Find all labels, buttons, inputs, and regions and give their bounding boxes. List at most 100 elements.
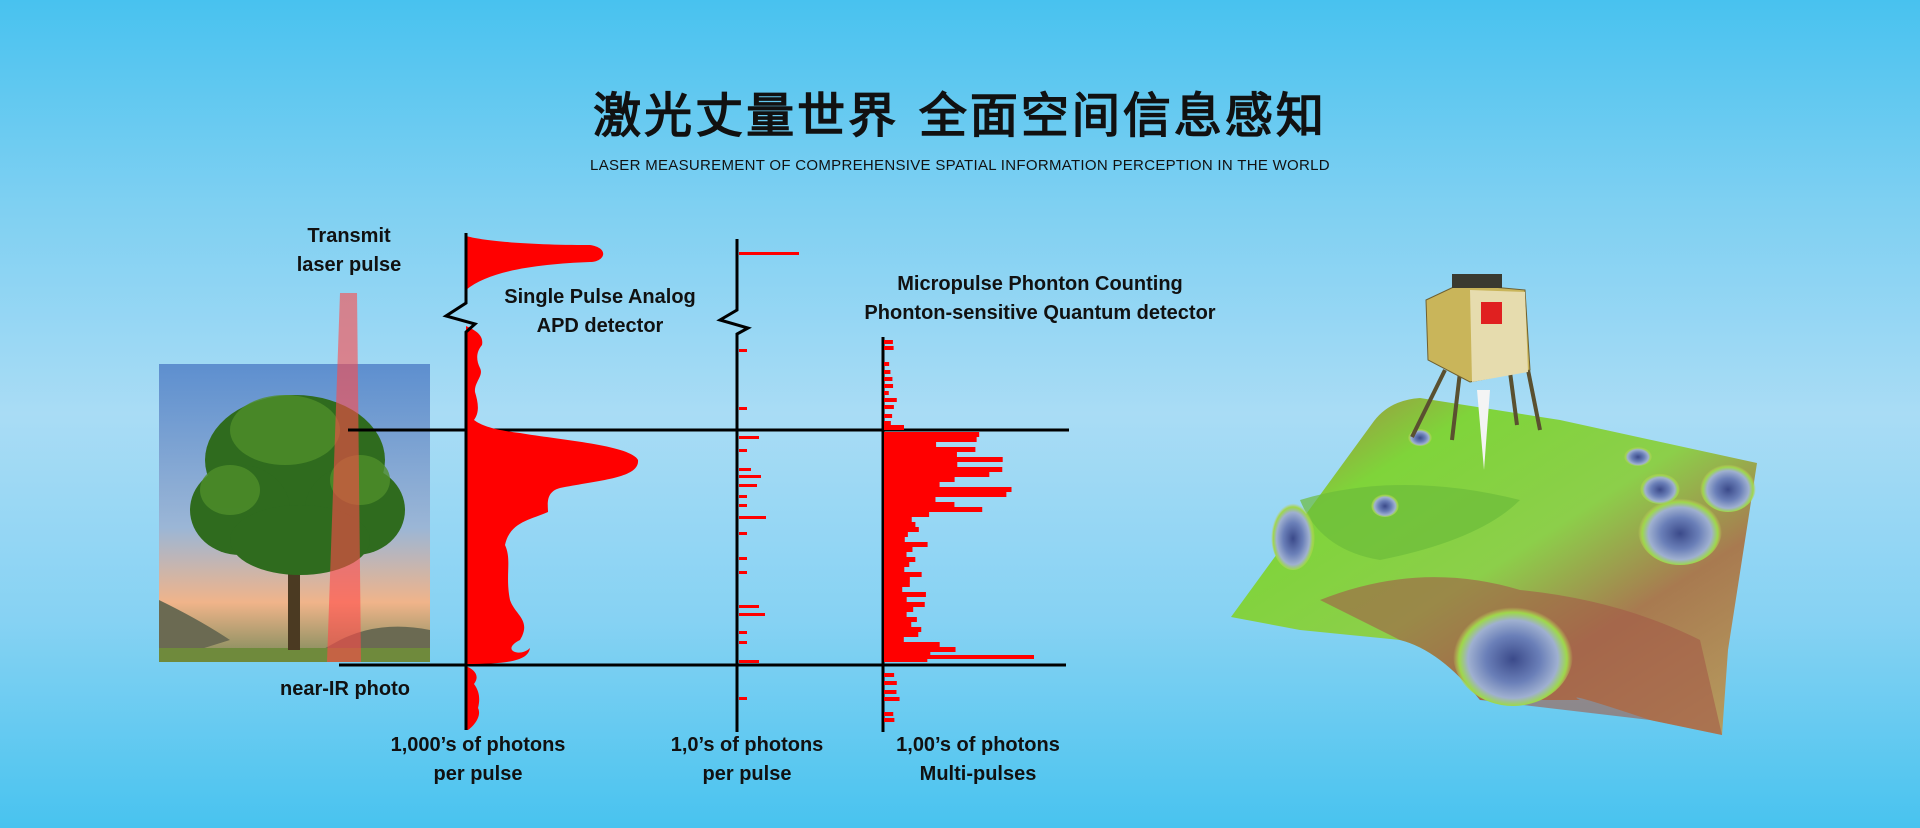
return-bar <box>884 370 891 374</box>
laser-beam <box>327 293 361 662</box>
return-bar <box>739 571 747 574</box>
axis3-caption-line1: 1,00’s of photons <box>896 734 1060 756</box>
return-bar <box>884 582 910 587</box>
transmit-label-line1: Transmit <box>307 225 391 247</box>
return-bar <box>739 504 747 507</box>
return-bar <box>884 497 936 502</box>
return-bar <box>884 391 889 395</box>
return-bar <box>739 697 747 700</box>
return-bar <box>884 482 940 487</box>
return-bar <box>884 502 955 507</box>
return-bar <box>884 457 1003 462</box>
return-bar <box>884 592 926 597</box>
return-bar <box>884 542 928 547</box>
single-photon-returns <box>739 252 799 700</box>
return-bar <box>739 532 747 535</box>
axis3-caption: 1,00’s of photons Multi-pulses <box>896 731 1060 789</box>
transmit-label: Transmit laser pulse <box>297 222 402 280</box>
return-bar <box>884 597 907 602</box>
return-bar <box>884 655 1034 659</box>
return-bar <box>884 547 913 552</box>
return-bar <box>739 557 747 560</box>
return-bar <box>884 362 890 366</box>
axis1-caption-line2: per pulse <box>433 763 523 785</box>
return-bar <box>884 398 897 402</box>
return-bar <box>884 487 1012 492</box>
page-subtitle: LASER MEASUREMENT OF COMPREHENSIVE SPATI… <box>590 157 1330 174</box>
return-bar <box>884 712 894 716</box>
return-bar <box>884 477 955 482</box>
counting-label-line2: Phonton-sensitive Quantum detector <box>864 302 1216 324</box>
return-bar <box>739 475 761 478</box>
page-title: 激光丈量世界 全面空间信息感知 <box>593 88 1327 144</box>
return-bar <box>884 617 917 622</box>
axis2-caption: 1,0’s of photons per pulse <box>671 731 824 789</box>
return-bar <box>884 697 900 701</box>
return-bar <box>884 657 928 662</box>
return-bar <box>884 532 908 537</box>
return-bar <box>884 512 930 517</box>
return-bar <box>884 384 894 388</box>
return-bar <box>739 631 747 634</box>
axis2-caption-line2: per pulse <box>702 763 792 785</box>
return-bar <box>884 405 894 409</box>
photo-label: near-IR photo <box>280 678 410 700</box>
return-bar <box>739 484 757 487</box>
analog-detector-label: Single Pulse Analog APD detector <box>504 283 696 341</box>
return-bar <box>884 690 897 694</box>
axis1-caption: 1,000’s of photons per pulse <box>391 731 566 789</box>
return-bar <box>884 414 893 418</box>
return-bar <box>884 425 904 430</box>
return-bar <box>884 622 912 627</box>
return-bar <box>884 346 894 350</box>
return-bar <box>739 252 799 255</box>
return-bar <box>884 718 895 722</box>
return-bar <box>739 660 759 663</box>
return-bar <box>739 605 759 608</box>
return-bar <box>884 492 1007 497</box>
return-bar <box>884 552 907 557</box>
return-bar <box>884 673 895 677</box>
return-bar <box>739 468 751 471</box>
return-bar <box>884 642 940 647</box>
return-bar <box>884 632 919 637</box>
return-bar <box>884 652 931 657</box>
return-bar <box>739 407 747 410</box>
return-bar <box>884 607 914 612</box>
return-bar <box>884 612 907 617</box>
return-bar <box>884 602 925 607</box>
return-bar <box>884 421 891 425</box>
return-bar <box>884 562 910 567</box>
axis1-caption-line1: 1,000’s of photons <box>390 734 566 756</box>
return-bar <box>884 437 977 442</box>
return-bar <box>739 495 747 498</box>
return-bar <box>884 447 976 452</box>
return-bar <box>884 647 956 652</box>
lunar-lander <box>1410 274 1542 470</box>
return-bar <box>739 641 747 644</box>
return-bar <box>884 557 916 562</box>
counting-detector-label: Micropulse Phonton Counting Phonton-sens… <box>864 270 1215 328</box>
axis-analog <box>442 233 479 730</box>
return-bar <box>884 577 910 582</box>
return-bar <box>884 472 990 477</box>
near-ir-tree-photo <box>159 364 430 662</box>
return-bar <box>739 449 747 452</box>
axis3-caption-line2: Multi-pulses <box>919 763 1037 785</box>
return-bar <box>884 627 922 632</box>
return-bar <box>884 587 903 592</box>
return-bar <box>884 452 957 457</box>
return-bar <box>884 637 904 642</box>
return-bar <box>884 527 919 532</box>
return-bar <box>884 572 922 577</box>
return-bar <box>884 467 1003 472</box>
multi-pulse-histogram <box>884 340 1034 722</box>
return-bar <box>884 432 980 437</box>
return-bar <box>884 681 897 685</box>
return-bar <box>884 507 983 512</box>
lunar-terrain-3d-map <box>1231 398 1757 735</box>
return-bar <box>739 516 766 519</box>
return-bar <box>884 537 905 542</box>
return-bar <box>884 567 905 572</box>
